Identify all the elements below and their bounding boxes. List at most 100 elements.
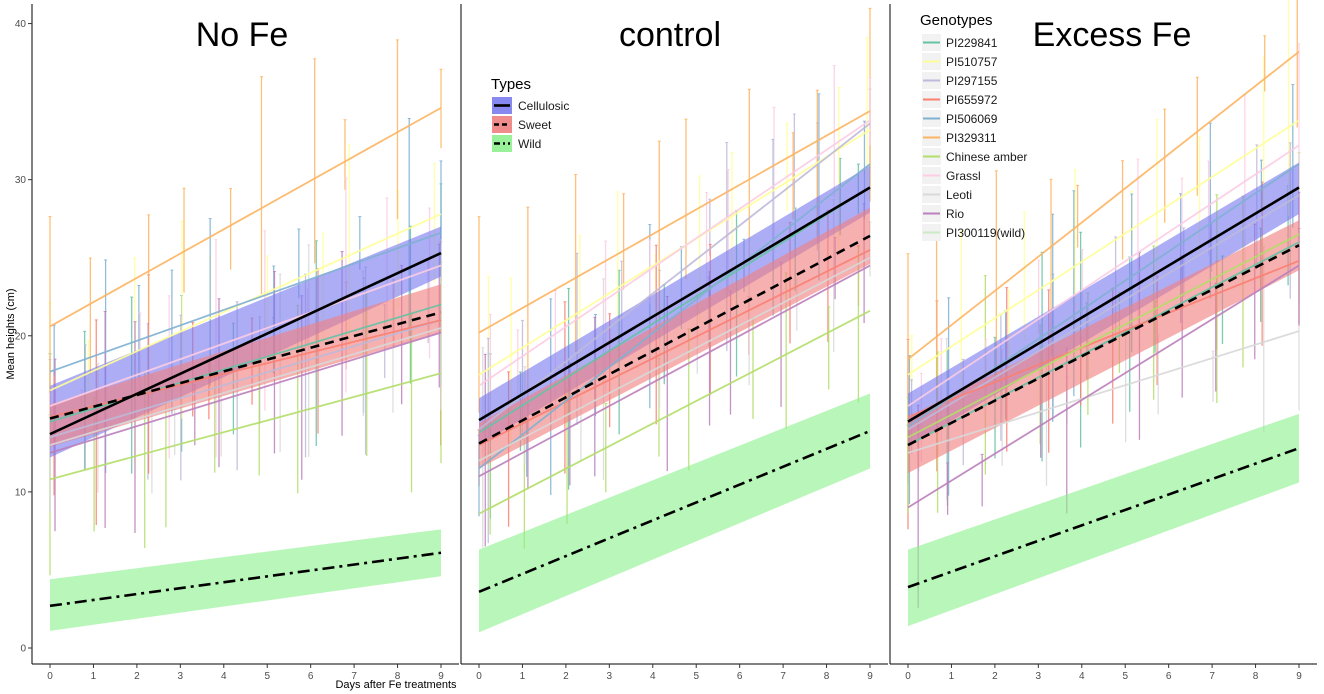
legend-key-wild bbox=[492, 135, 512, 152]
x-tick-label: 9 bbox=[438, 671, 444, 682]
legend-types: Types Cellulosic Sweet Wild bbox=[491, 76, 569, 152]
x-tick-label: 3 bbox=[607, 671, 613, 682]
genotype-line-pi655972 bbox=[478, 249, 871, 446]
x-tick-label: 7 bbox=[351, 671, 357, 682]
fit-line-wild bbox=[49, 551, 442, 608]
x-tick-label: 4 bbox=[221, 671, 227, 682]
x-tick-label: 7 bbox=[1209, 671, 1215, 682]
fit-line-cellulosic bbox=[49, 251, 442, 436]
x-tick-label: 8 bbox=[824, 671, 830, 682]
genotype-line-pi297155 bbox=[478, 122, 871, 431]
genotype-line-rio bbox=[478, 264, 871, 478]
band-sweet bbox=[479, 207, 870, 469]
x-tick-label: 3 bbox=[1036, 671, 1042, 682]
genotype-line-pi229841 bbox=[478, 186, 871, 434]
genotype-line-pi506069 bbox=[478, 163, 871, 470]
legend-label: Cellulosic bbox=[518, 99, 569, 113]
genotype-line-chinese-amber bbox=[478, 310, 871, 515]
band-wild bbox=[479, 393, 870, 633]
x-tick-label: 9 bbox=[1296, 671, 1302, 682]
legend-label: PI229841 bbox=[946, 36, 998, 50]
y-tick-label: 20 bbox=[15, 331, 27, 342]
x-tick-label: 2 bbox=[563, 671, 569, 682]
x-tick-label: 5 bbox=[693, 671, 699, 682]
legend-label: Grassl bbox=[946, 169, 981, 183]
fit-line-cellulosic bbox=[907, 186, 1300, 423]
genotype-line-grassl bbox=[478, 119, 871, 387]
genotype-line-leoti bbox=[49, 327, 442, 446]
band-sweet bbox=[908, 220, 1299, 474]
legend-types-title: Types bbox=[491, 76, 531, 93]
genotype-line-pi655972 bbox=[907, 260, 1300, 418]
band-wild bbox=[50, 529, 441, 631]
genotype-line-pi329311 bbox=[907, 50, 1300, 360]
genotype-line-pi329311 bbox=[478, 110, 871, 334]
fit-line-sweet bbox=[478, 234, 871, 445]
y-tick-label: 10 bbox=[15, 487, 27, 498]
fit-line-cellulosic bbox=[478, 186, 871, 422]
legend-label: PI329311 bbox=[946, 131, 997, 145]
fit-line-sweet bbox=[907, 244, 1300, 447]
y-tick-label: 40 bbox=[15, 19, 27, 30]
x-tick-label: 5 bbox=[264, 671, 270, 682]
legend-label: PI510757 bbox=[946, 55, 998, 69]
x-tick-label: 8 bbox=[1253, 671, 1259, 682]
genotype-line-leoti bbox=[907, 330, 1300, 454]
fit-line-sweet bbox=[49, 311, 442, 420]
panel-3: 0 1 2 3 4 5 6 7 8 9 Excess Fe bbox=[889, 0, 1317, 682]
legend-genotypes: Genotypes PI229841 PI510757 PI297155 PI65597… bbox=[920, 12, 1027, 241]
x-tick-label: 2 bbox=[992, 671, 998, 682]
panel-2: 0 1 2 3 4 5 6 7 8 9 control bbox=[460, 4, 888, 682]
genotype-line-grassl bbox=[907, 144, 1300, 407]
legend-label: Rio bbox=[946, 207, 964, 221]
genotype-line-pi510757 bbox=[907, 119, 1300, 376]
x-tick-label: 6 bbox=[1166, 671, 1172, 682]
fit-line-wild bbox=[907, 446, 1300, 589]
panel-1: 0 1 2 3 4 5 6 7 8 9 0 10 20 30 40 Mean heights (cm) No F… bbox=[5, 4, 459, 682]
legend-label: Leoti bbox=[946, 188, 972, 202]
legend-label: Chinese amber bbox=[946, 150, 1027, 164]
x-tick-label: 6 bbox=[737, 671, 743, 682]
x-tick-label: 7 bbox=[780, 671, 786, 682]
legend-genotypes-title: Genotypes bbox=[920, 12, 993, 29]
legend-label: Wild bbox=[518, 137, 541, 151]
x-tick-label: 1 bbox=[91, 671, 97, 682]
x-tick-label: 8 bbox=[395, 671, 401, 682]
legend-label: PI655972 bbox=[946, 93, 998, 107]
genotype-line-rio bbox=[49, 331, 442, 454]
genotype-line-grassl bbox=[49, 264, 442, 407]
legend-label: PI506069 bbox=[946, 112, 998, 126]
fit-line-wild bbox=[478, 429, 871, 594]
panel-title: control bbox=[619, 16, 721, 54]
genotype-line-chinese-amber bbox=[49, 372, 442, 481]
x-axis-title: Days after Fe treatments bbox=[335, 679, 457, 691]
genotype-line-chinese-amber bbox=[907, 233, 1300, 439]
y-tick-label: 0 bbox=[20, 644, 26, 655]
x-tick-label: 1 bbox=[949, 671, 955, 682]
x-tick-label: 1 bbox=[520, 671, 526, 682]
genotype-line-pi506069 bbox=[49, 231, 442, 373]
x-tick-label: 2 bbox=[134, 671, 140, 682]
y-axis-title: Mean heights (cm) bbox=[5, 288, 17, 379]
genotype-line-leoti bbox=[478, 256, 871, 462]
band-wild bbox=[908, 413, 1299, 627]
genotype-line-pi329311 bbox=[49, 107, 442, 328]
x-tick-label: 0 bbox=[47, 671, 53, 682]
panel-title: No Fe bbox=[196, 16, 289, 54]
x-tick-label: 0 bbox=[905, 671, 911, 682]
legend-label: Sweet bbox=[518, 118, 552, 132]
x-tick-label: 6 bbox=[308, 671, 314, 682]
legend-label: PI300119(wild) bbox=[946, 226, 1025, 240]
x-tick-label: 4 bbox=[650, 671, 656, 682]
x-tick-label: 9 bbox=[867, 671, 873, 682]
panel-title: Excess Fe bbox=[1033, 16, 1192, 54]
legend-label: PI297155 bbox=[946, 74, 998, 88]
x-tick-label: 3 bbox=[178, 671, 184, 682]
x-tick-label: 4 bbox=[1079, 671, 1085, 682]
x-tick-label: 0 bbox=[476, 671, 482, 682]
genotype-line-pi229841 bbox=[907, 241, 1300, 446]
x-tick-label: 5 bbox=[1122, 671, 1128, 682]
y-tick-label: 30 bbox=[15, 175, 27, 186]
genotype-line-rio bbox=[907, 264, 1300, 509]
